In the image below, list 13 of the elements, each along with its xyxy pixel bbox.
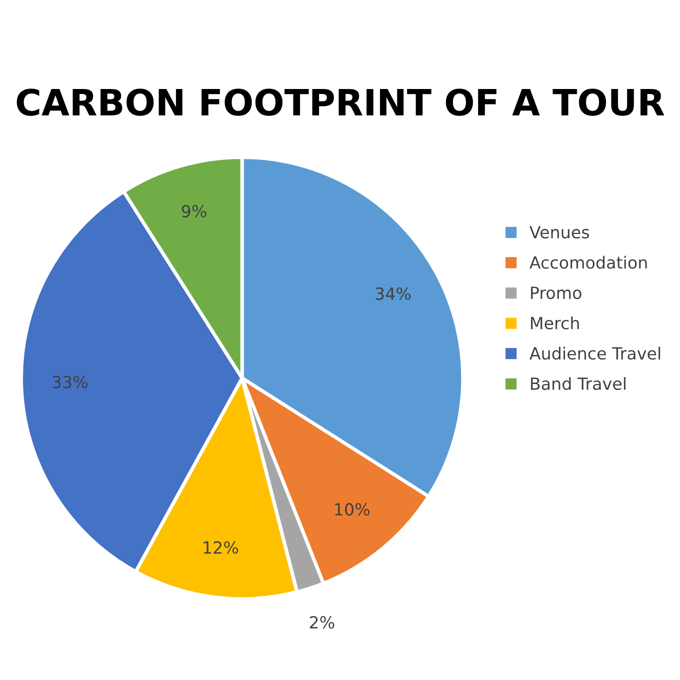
legend-label: Audience Travel [530,346,660,360]
legend-label: Merch [531,316,579,330]
data-label: 12% [204,541,238,554]
data-label: 2% [310,616,334,629]
data-label: 9% [182,204,206,218]
legend-label: Venues [530,226,590,238]
data-label: 10% [335,503,370,516]
legend-label: Promo [531,286,582,300]
legend-label: Accomodation [530,256,647,269]
data-label: 34% [376,287,411,300]
data-label: 33% [52,376,88,388]
chart-title: CARBON FOOTPRINT OF A TOUR [16,88,664,116]
legend-label: Band Travel [531,377,626,390]
